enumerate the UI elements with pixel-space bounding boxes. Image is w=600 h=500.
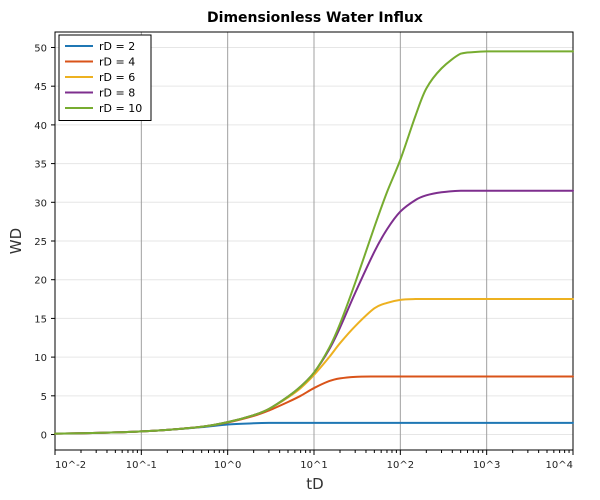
x-tick-label: 10^2 (387, 460, 414, 471)
legend-label: rD = 10 (99, 102, 142, 115)
y-tick-label: 5 (41, 392, 47, 403)
grid-lines (54, 32, 574, 450)
x-axis-label: tD (306, 475, 323, 493)
y-tick-label: 0 (41, 431, 47, 442)
axes: 0 5 10 15 20 25 30 35 40 45 50 10^-2 10^-1 10^0 10^1 10… (34, 31, 574, 471)
legend: rD = 2 rD = 4 rD = 6 rD = 8 rD = 10 (58, 34, 152, 121)
y-tick-label: 35 (34, 160, 47, 171)
y-tick-label: 20 (34, 276, 47, 287)
x-tick-label: 10^0 (214, 460, 241, 471)
y-tick-label: 45 (34, 82, 47, 93)
legend-label: rD = 4 (99, 56, 135, 69)
x-tick-label: 10^4 (546, 460, 573, 471)
legend-box (58, 34, 152, 121)
legend-label: rD = 8 (99, 87, 135, 100)
x-tick-label: 10^1 (300, 460, 327, 471)
legend-label: rD = 2 (99, 40, 135, 53)
legend-label: rD = 6 (99, 71, 135, 84)
y-tick-label: 10 (34, 353, 47, 364)
y-axis-label: WD (7, 228, 25, 254)
x-tick-label: 10^-2 (55, 460, 86, 471)
series-lines (54, 50, 574, 435)
y-tick-label: 25 (34, 237, 47, 248)
y-tick-label: 30 (34, 198, 47, 209)
series-line-rd-10 (54, 50, 574, 435)
chart-title: Dimensionless Water Influx (207, 10, 423, 26)
y-tick-label: 15 (34, 314, 47, 325)
y-tick-label: 40 (34, 121, 47, 132)
y-tick-label: 50 (34, 43, 47, 54)
x-tick-label: 10^3 (473, 460, 500, 471)
x-tick-label: 10^-1 (126, 460, 157, 471)
